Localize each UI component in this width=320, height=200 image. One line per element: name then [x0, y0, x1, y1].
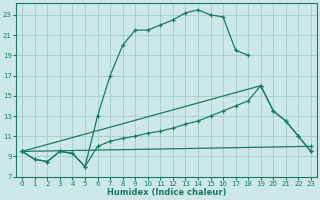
X-axis label: Humidex (Indice chaleur): Humidex (Indice chaleur) — [107, 188, 226, 197]
